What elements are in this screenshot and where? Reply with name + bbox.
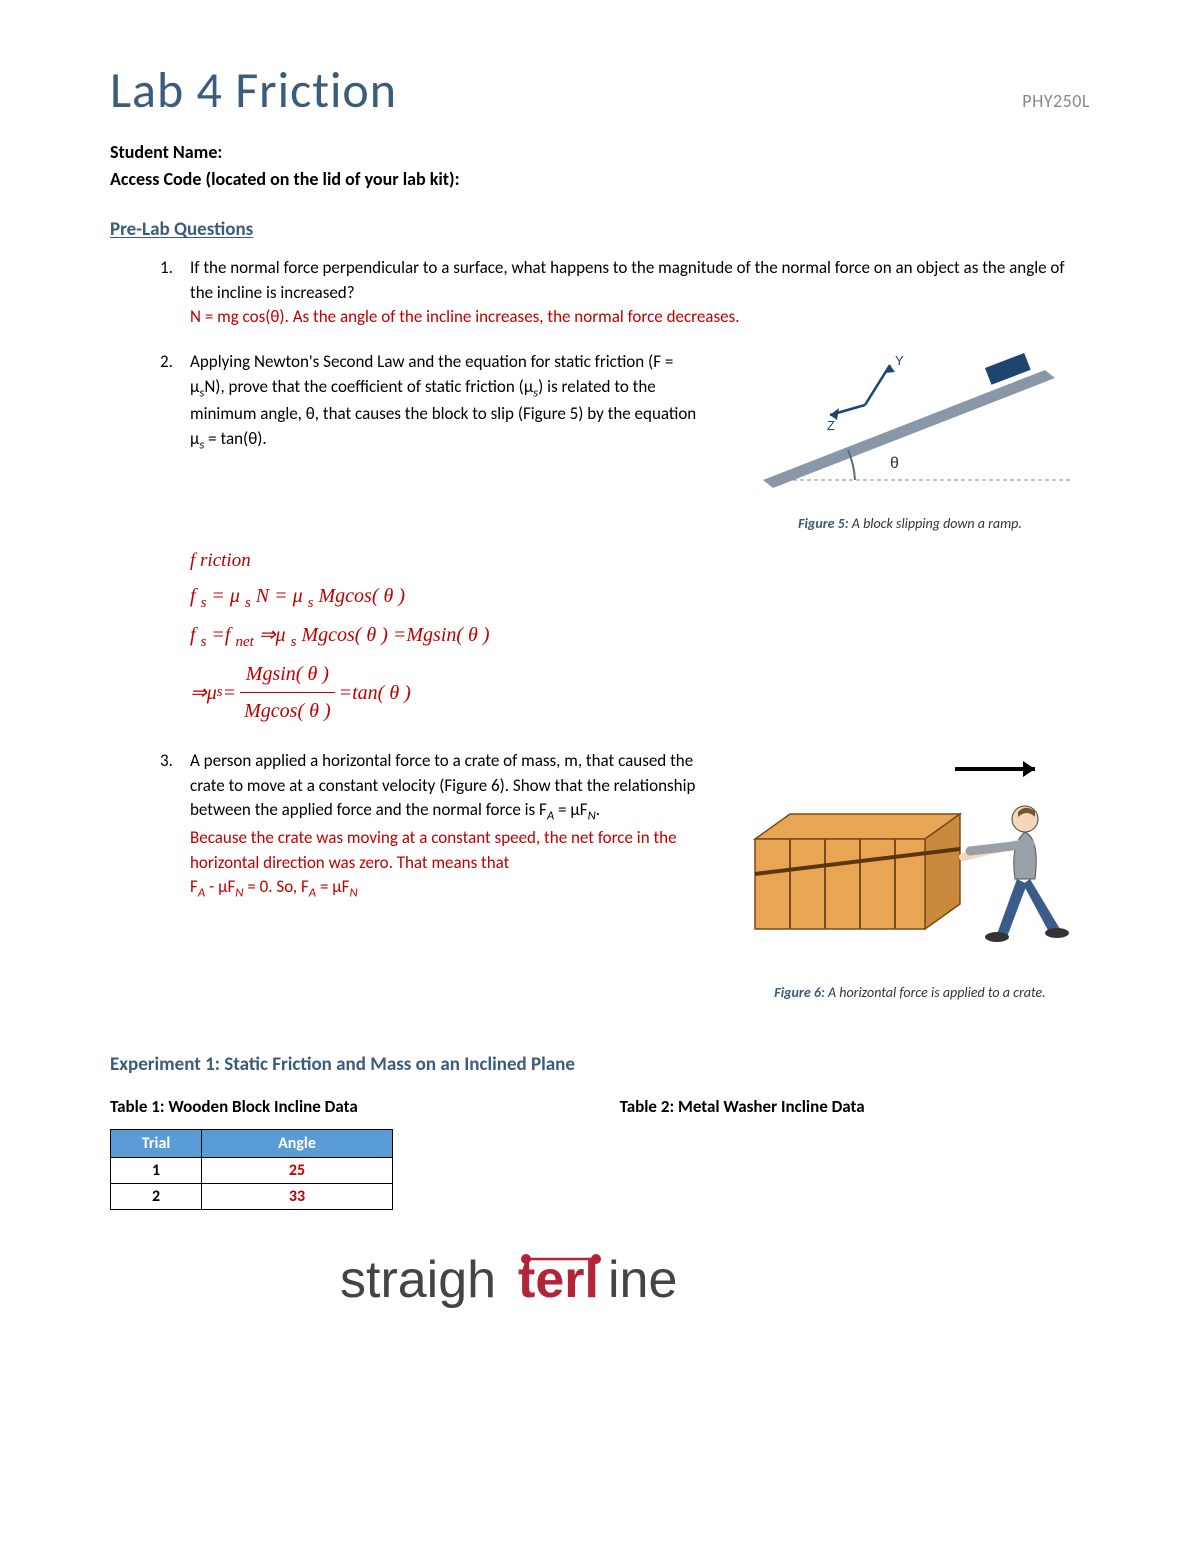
q1-answer: N = mg cos(θ). As the angle of the incli… bbox=[190, 306, 740, 327]
q3-text: A person applied a horizontal force to a… bbox=[190, 750, 695, 820]
figure-6: Figure 6: A horizontal force is applied … bbox=[730, 749, 1090, 1003]
figure-5: θ Y Z Figure 5: A block slipping down a … bbox=[730, 350, 1090, 534]
svg-text:terl: terl bbox=[518, 1251, 599, 1309]
fig5-caption: A block slipping down a ramp. bbox=[849, 515, 1022, 532]
question-1: 1. If the normal force perpendicular to … bbox=[160, 256, 1090, 330]
svg-text:straigh: straigh bbox=[340, 1251, 496, 1309]
q2-number: 2. bbox=[160, 350, 190, 729]
table-row: 1 25 bbox=[111, 1157, 393, 1183]
svg-text:ine: ine bbox=[608, 1251, 677, 1309]
svg-text:Y: Y bbox=[895, 353, 904, 368]
course-code: PHY250L bbox=[1022, 90, 1090, 112]
page-title: Lab 4 Friction bbox=[110, 60, 397, 121]
table-2-title: Table 2: Metal Washer Incline Data bbox=[620, 1096, 1090, 1117]
q1-number: 1. bbox=[160, 256, 190, 330]
table-1: Trial Angle 1 25 2 33 bbox=[110, 1129, 393, 1210]
footer-logo: straigh terl ine bbox=[110, 1245, 1090, 1320]
table-row: 2 33 bbox=[111, 1183, 393, 1209]
q3-answer-1: Because the crate was moving at a consta… bbox=[190, 827, 677, 873]
q1-text: If the normal force perpendicular to a s… bbox=[190, 257, 1065, 303]
fig5-caption-bold: Figure 5: bbox=[798, 515, 849, 532]
q2-math: f riction f s = μ s N = μ s Mgcos( θ ) f… bbox=[190, 544, 1090, 729]
experiment-1-heading: Experiment 1: Static Friction and Mass o… bbox=[110, 1053, 1090, 1076]
student-name-label: Student Name: bbox=[110, 139, 1090, 166]
prelab-heading: Pre-Lab Questions bbox=[110, 218, 1090, 241]
fig6-caption-bold: Figure 6: bbox=[774, 984, 825, 1001]
table-1-col-angle: Angle bbox=[202, 1129, 393, 1157]
table-1-block: Table 1: Wooden Block Incline Data Trial… bbox=[110, 1096, 393, 1210]
header: Lab 4 Friction PHY250L bbox=[110, 60, 1090, 121]
question-2: 2. Applying Newton's Second Law and the … bbox=[160, 350, 1090, 729]
question-3: 3. A person applied a horizontal force t… bbox=[160, 749, 1090, 1003]
svg-text:θ: θ bbox=[890, 455, 899, 472]
table-2-block: Table 2: Metal Washer Incline Data bbox=[620, 1096, 1090, 1210]
svg-text:Z: Z bbox=[827, 418, 835, 433]
q3-number: 3. bbox=[160, 749, 190, 1003]
student-labels: Student Name: Access Code (located on th… bbox=[110, 139, 1090, 193]
table-1-col-trial: Trial bbox=[111, 1129, 202, 1157]
access-code-label: Access Code (located on the lid of your … bbox=[110, 166, 1090, 193]
table-1-title: Table 1: Wooden Block Incline Data bbox=[110, 1096, 393, 1117]
fig6-caption: A horizontal force is applied to a crate… bbox=[825, 984, 1046, 1001]
